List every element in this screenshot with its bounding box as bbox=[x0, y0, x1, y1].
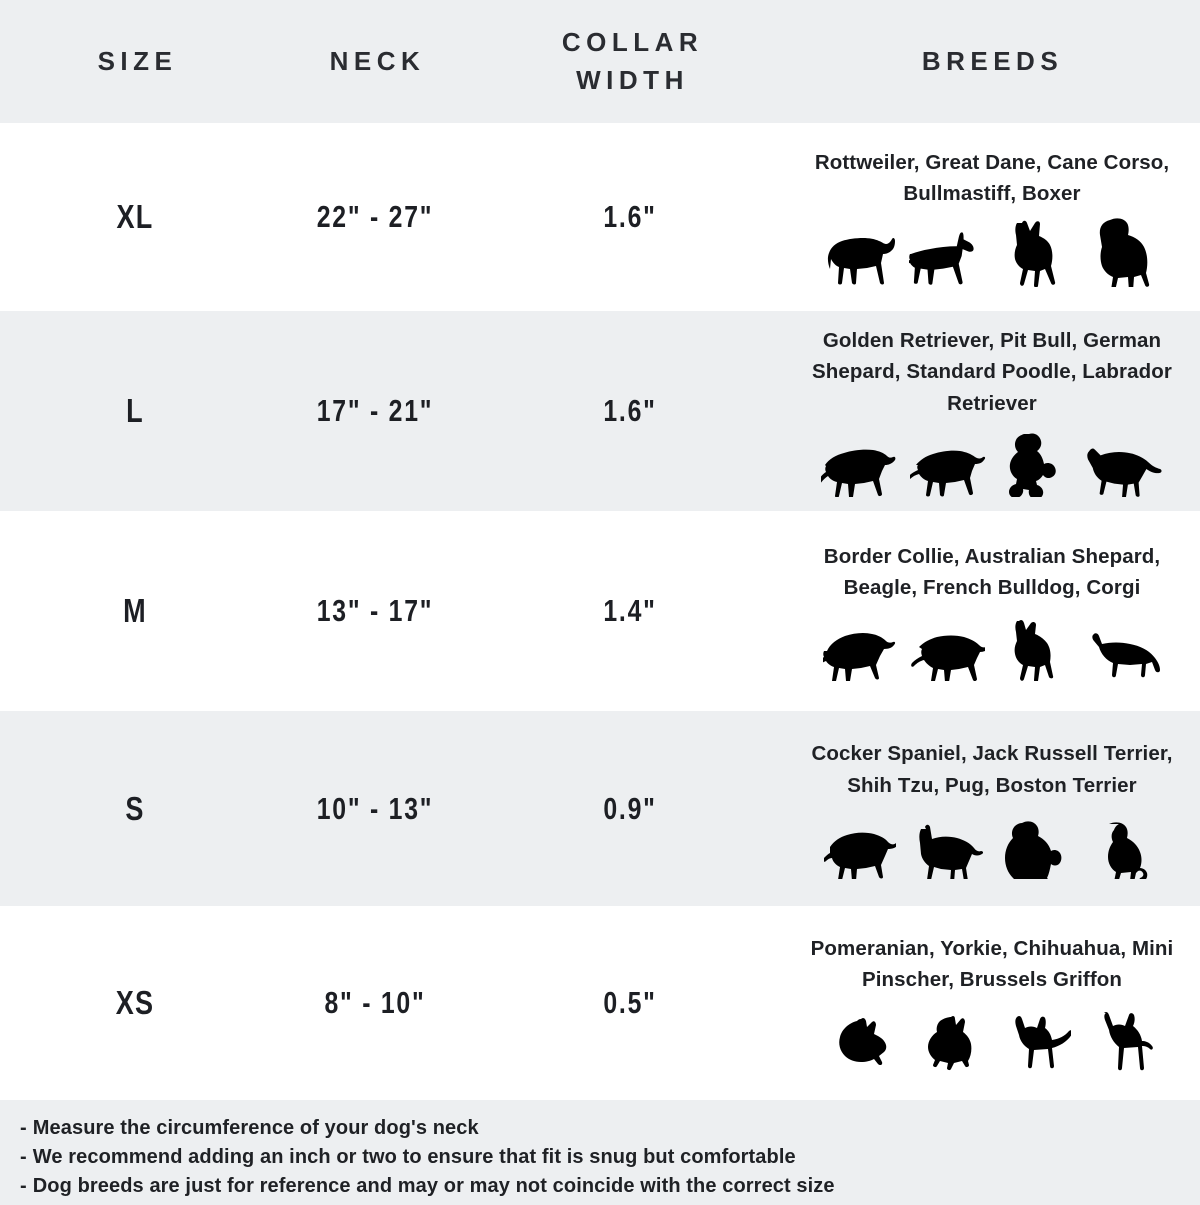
mini-pinscher-silhouette-icon bbox=[1085, 999, 1163, 1073]
bullmastiff-silhouette-icon bbox=[1085, 213, 1163, 288]
row-breed-silhouettes bbox=[802, 999, 1182, 1073]
table-row: XL 22" - 27" 1.6" Rottweiler, Great Dane… bbox=[0, 123, 1200, 311]
column-header-collar-width-line2: WIDTH bbox=[576, 64, 689, 95]
footnote-text: Dog breeds are just for reference and ma… bbox=[32, 1175, 835, 1197]
chihuahua-silhouette-icon bbox=[997, 999, 1075, 1073]
row-breeds-cell: Golden Retriever, Pit Bull, German Shepa… bbox=[780, 325, 1200, 497]
footnote-dash: - bbox=[20, 1175, 27, 1197]
column-header-neck: NECK bbox=[329, 45, 426, 76]
row-breeds-text: Cocker Spaniel, Jack Russell Terrier, Sh… bbox=[811, 742, 1173, 797]
corgi-silhouette-icon bbox=[1085, 607, 1163, 681]
footnote-item: - Dog breeds are just for reference and m… bbox=[20, 1172, 1200, 1201]
row-breeds-text: Rottweiler, Great Dane, Cane Corso, Bull… bbox=[814, 150, 1170, 205]
row-collar-width-value: 1.4" bbox=[603, 593, 657, 628]
table-header-row: SIZE NECK COLLAR WIDTH BREEDS bbox=[0, 0, 1200, 123]
french-bulldog-silhouette-icon bbox=[997, 607, 1075, 682]
rottweiler-silhouette-icon bbox=[821, 213, 899, 287]
row-collar-width-value: 0.5" bbox=[603, 985, 657, 1020]
footnote-item: - Measure the circumference of your dog's… bbox=[20, 1114, 1200, 1143]
pomeranian-silhouette-icon bbox=[821, 999, 899, 1073]
row-breeds-cell: Rottweiler, Great Dane, Cane Corso, Bull… bbox=[780, 147, 1200, 288]
cane-corso-silhouette-icon bbox=[997, 213, 1075, 288]
table-row: XS 8" - 10" 0.5" Pomeranian, Yorkie, Chi… bbox=[0, 906, 1200, 1100]
yorkie-silhouette-icon bbox=[909, 999, 987, 1073]
column-header-collar-width: COLLAR WIDTH bbox=[480, 24, 780, 99]
footnote-item: - We recommend adding an inch or two to e… bbox=[20, 1143, 1200, 1172]
column-header-collar-width-line1: COLLAR bbox=[561, 26, 704, 57]
row-neck-value: 17" - 21" bbox=[316, 393, 434, 428]
footnote-dash: - bbox=[20, 1117, 27, 1139]
row-breeds-text: Pomeranian, Yorkie, Chihuahua, Mini Pins… bbox=[810, 936, 1174, 991]
row-breed-silhouettes bbox=[802, 805, 1182, 879]
row-size-value: XL bbox=[116, 198, 154, 235]
golden-retriever-silhouette-icon bbox=[821, 423, 899, 497]
labrador-silhouette-icon bbox=[909, 423, 987, 497]
row-size-value: XS bbox=[115, 984, 155, 1021]
row-breeds-cell: Cocker Spaniel, Jack Russell Terrier, Sh… bbox=[780, 738, 1200, 879]
footnotes: - Measure the circumference of your dog's… bbox=[0, 1100, 1200, 1205]
row-size-value: L bbox=[126, 392, 144, 429]
row-breeds-text: Golden Retriever, Pit Bull, German Shepa… bbox=[812, 329, 1172, 415]
border-collie-silhouette-icon bbox=[821, 607, 899, 682]
row-neck-value: 10" - 13" bbox=[316, 790, 434, 826]
row-neck-value: 22" - 27" bbox=[316, 199, 434, 234]
pug-silhouette-icon bbox=[1085, 805, 1163, 879]
row-breeds-cell: Border Collie, Australian Shepard, Beagl… bbox=[780, 541, 1200, 682]
table-row: M 13" - 17" 1.4" Border Collie, Australi… bbox=[0, 511, 1200, 711]
row-size-value: M bbox=[123, 592, 147, 629]
table-row: S 10" - 13" 0.9" Cocker Spaniel, Jack Ru… bbox=[0, 711, 1200, 906]
row-size-value: S bbox=[125, 789, 145, 827]
row-breed-silhouettes bbox=[802, 607, 1182, 682]
row-breed-silhouettes bbox=[802, 423, 1182, 497]
jack-russell-silhouette-icon bbox=[909, 805, 987, 879]
german-shepard-silhouette-icon bbox=[1085, 423, 1163, 497]
row-breeds-text: Border Collie, Australian Shepard, Beagl… bbox=[823, 544, 1161, 599]
table-row: L 17" - 21" 1.6" Golden Retriever, Pit B… bbox=[0, 311, 1200, 511]
row-collar-width-value: 0.9" bbox=[603, 790, 657, 826]
poodle-silhouette-icon bbox=[997, 423, 1075, 497]
column-header-breeds: BREEDS bbox=[921, 45, 1064, 76]
beagle-silhouette-icon bbox=[909, 607, 987, 682]
great-dane-silhouette-icon bbox=[909, 213, 987, 287]
row-breeds-cell: Pomeranian, Yorkie, Chihuahua, Mini Pins… bbox=[780, 933, 1200, 1073]
row-neck-value: 13" - 17" bbox=[316, 593, 434, 628]
footnote-text: Measure the circumference of your dog's … bbox=[32, 1117, 479, 1139]
row-collar-width-value: 1.6" bbox=[603, 393, 657, 428]
row-collar-width-value: 1.6" bbox=[603, 199, 657, 234]
column-header-size: SIZE bbox=[97, 45, 178, 76]
cocker-spaniel-silhouette-icon bbox=[821, 805, 899, 879]
shih-tzu-silhouette-icon bbox=[997, 805, 1075, 879]
footnote-dash: - bbox=[20, 1146, 27, 1168]
footnote-text: We recommend adding an inch or two to en… bbox=[32, 1146, 796, 1168]
row-breed-silhouettes bbox=[802, 213, 1182, 288]
row-neck-value: 8" - 10" bbox=[324, 985, 426, 1020]
